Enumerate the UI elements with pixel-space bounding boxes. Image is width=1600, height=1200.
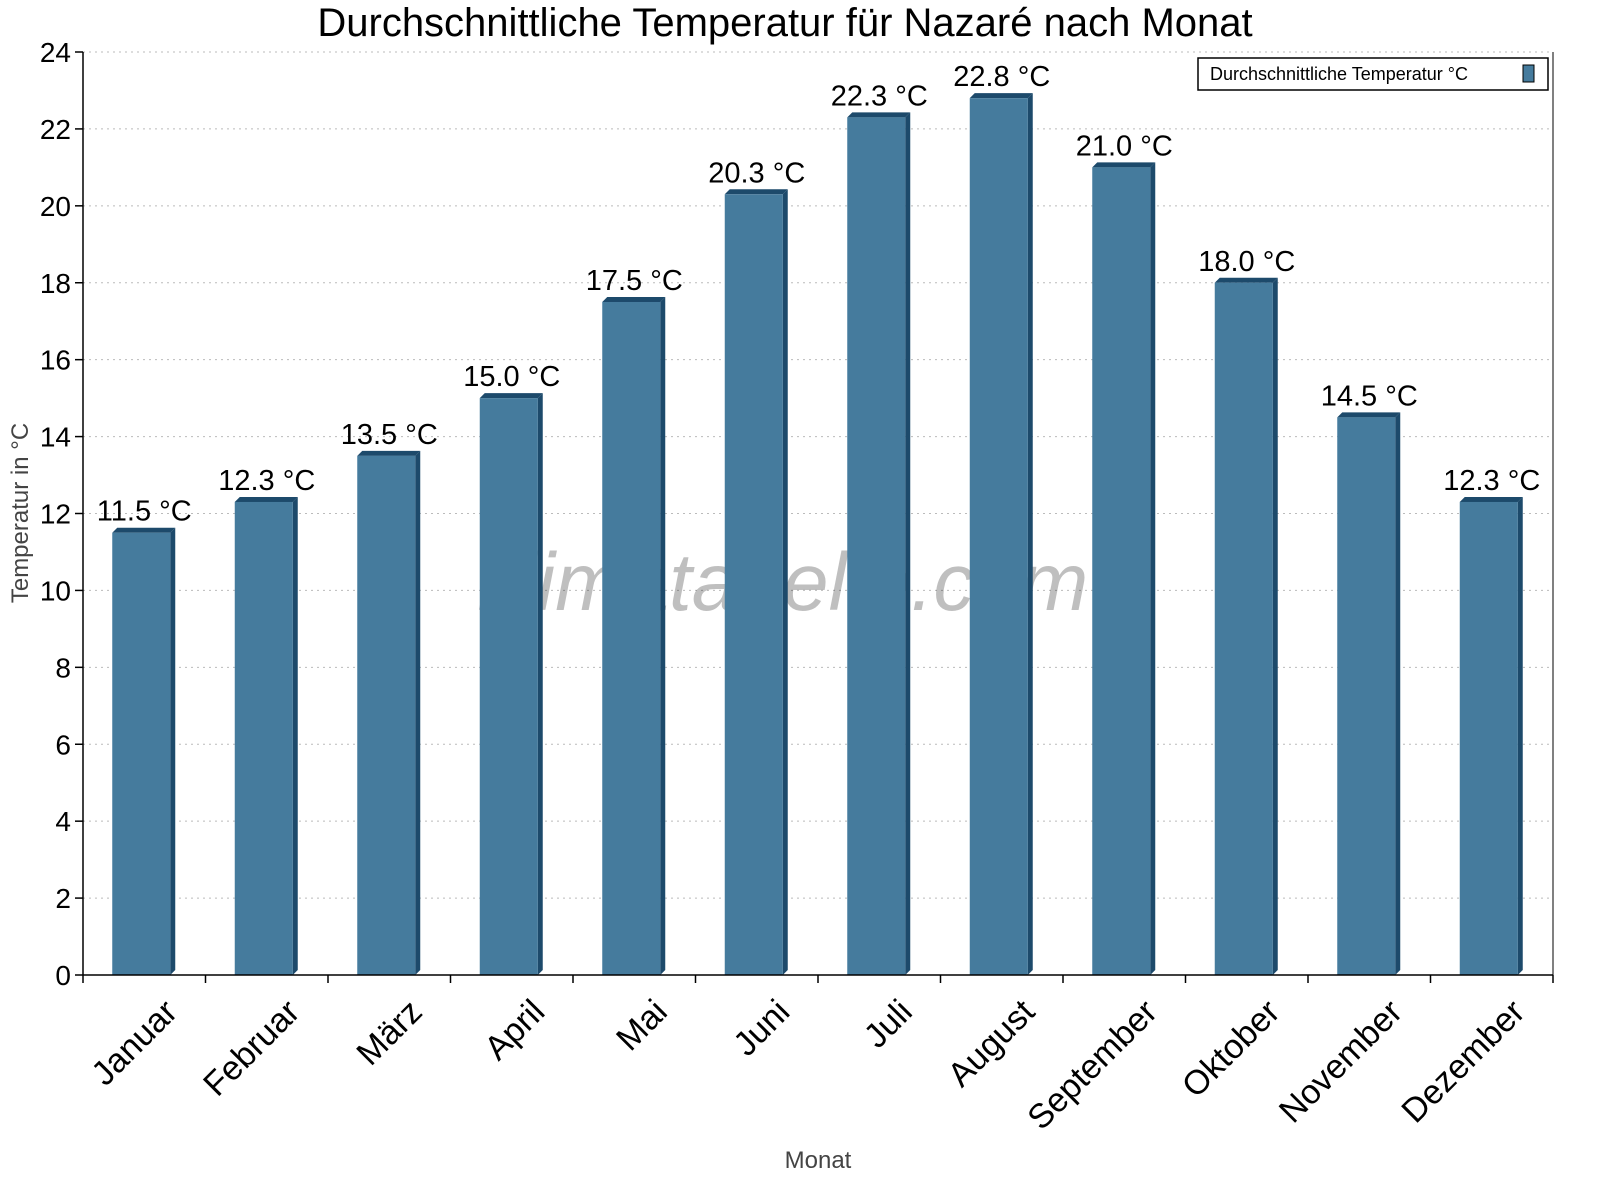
data-label: 12.3 °C [218,465,315,497]
bar-side [1395,412,1401,976]
bar-side [660,296,666,976]
y-tick-label: 4 [55,806,71,837]
legend: Durchschnittliche Temperatur °C [1197,57,1549,91]
y-tick-label: 8 [55,652,71,683]
data-label: 15.0 °C [463,361,560,393]
bar-top [479,393,543,399]
bar [1337,417,1396,976]
y-tick-label: 16 [40,345,71,376]
bar-side [537,393,543,975]
data-label: 18.0 °C [1198,246,1295,278]
x-tick-label: Januar [84,993,184,1093]
bar-side [1150,162,1156,975]
data-label: 21.0 °C [1076,130,1173,162]
bar-side [1517,496,1523,975]
bar-top [724,189,788,195]
y-tick-label: 10 [40,575,71,606]
bar [724,194,783,975]
data-label: 14.5 °C [1321,380,1418,412]
x-tick-label: Dezember [1394,993,1532,1131]
bar-top [234,496,298,502]
legend-swatch [1522,64,1535,83]
bar [847,117,906,976]
bar-top [112,527,176,533]
bar [234,501,293,975]
bar-side [905,112,911,976]
bar [112,532,171,975]
x-axis-label: Monat [785,1147,852,1174]
data-label: 11.5 °C [97,496,192,528]
bar-side [170,527,176,975]
y-tick-label: 18 [40,268,71,299]
y-tick-label: 14 [40,422,71,453]
bar [1214,282,1273,975]
bar [1092,167,1151,975]
bar-side [1027,93,1033,975]
y-tick-label: 6 [55,729,71,760]
bar-top [602,296,666,302]
bar-side [415,450,421,975]
chart-title: Durchschnittliche Temperatur für Nazaré … [317,1,1252,45]
grid [83,51,1553,899]
y-tick-label: 22 [40,114,71,145]
data-label: 22.3 °C [831,80,928,112]
bar [479,398,538,975]
bar [1459,501,1518,975]
bar-top [969,93,1033,99]
bar-side [292,496,298,975]
legend-label: Durchschnittliche Temperatur °C [1210,64,1468,84]
bar-top [1214,277,1278,283]
x-tick-label: März [349,993,429,1073]
data-label: 20.3 °C [708,157,805,189]
bar-top [847,112,911,118]
bar-side [782,189,788,975]
bar [602,301,661,976]
bar [969,98,1028,975]
y-tick-label: 0 [55,960,71,991]
bar-top [1337,412,1401,418]
x-tick-label: Mai [609,993,675,1059]
x-tick-label: Juli [857,993,920,1056]
y-tick-label: 2 [55,883,71,914]
bars: 11.5 °C 12.3 °C 13.5 °C 15.0 °C 17.5 °C 20.3 … [97,61,1540,976]
data-label: 12.3 °C [1443,465,1540,497]
y-tick-label: 24 [40,37,71,68]
x-tick-label: April [477,993,552,1068]
bar [357,455,416,975]
bar-side [1272,277,1278,975]
x-tick-label: Februar [196,993,307,1104]
bar-top [1092,162,1156,168]
y-tick-label: 20 [40,191,71,222]
x-tick-label: September [1020,993,1164,1137]
x-tick-label: Oktober [1175,993,1287,1105]
data-label: 17.5 °C [586,265,683,297]
x-tick-label: Juni [726,993,797,1064]
data-label: 13.5 °C [341,419,438,451]
x-tick-label: November [1272,993,1410,1131]
y-tick-label: 12 [40,499,71,530]
bar-top [1459,496,1523,502]
y-axis-label: Temperatur in °C [7,423,34,603]
data-label: 22.8 °C [953,61,1050,93]
legend-box [1197,57,1549,91]
bar-top [357,450,421,456]
x-tick-label: August [941,992,1043,1094]
